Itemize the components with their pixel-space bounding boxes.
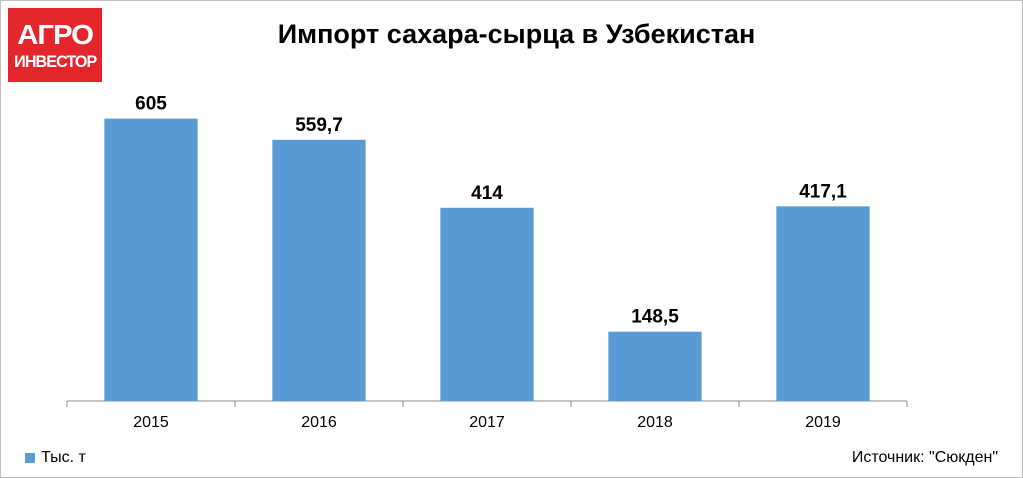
legend-swatch <box>25 453 35 463</box>
x-tick-label-2016: 2016 <box>301 414 337 431</box>
data-label-2019: 417,1 <box>799 181 847 202</box>
logo-line-2: ИНВЕСТОР <box>13 51 97 71</box>
data-label-2016: 559,7 <box>295 115 343 136</box>
data-label-2017: 414 <box>471 183 503 204</box>
bar-2017 <box>440 207 534 401</box>
source-note: Источник: "Сюкден" <box>851 449 998 466</box>
x-tick-label-2019: 2019 <box>805 414 841 431</box>
agroinvestor-logo: АГРО ИНВЕСТОР <box>8 8 102 82</box>
bar-2018 <box>608 331 702 401</box>
data-label-2015: 605 <box>135 94 167 115</box>
logo-line-1: АГРО <box>17 18 94 50</box>
bar-2016 <box>272 139 366 401</box>
bar-2019 <box>776 206 870 401</box>
chart-title: Импорт сахара-сырца в Узбекистан <box>277 19 756 49</box>
x-tick-label-2018: 2018 <box>637 414 673 431</box>
bar-2015 <box>104 118 198 402</box>
x-tick-label-2017: 2017 <box>469 414 505 431</box>
legend-label: Тыс. т <box>41 449 86 466</box>
x-tick-label-2015: 2015 <box>133 414 169 431</box>
data-label-2018: 148,5 <box>631 307 679 328</box>
legend: Тыс. т <box>25 449 86 467</box>
